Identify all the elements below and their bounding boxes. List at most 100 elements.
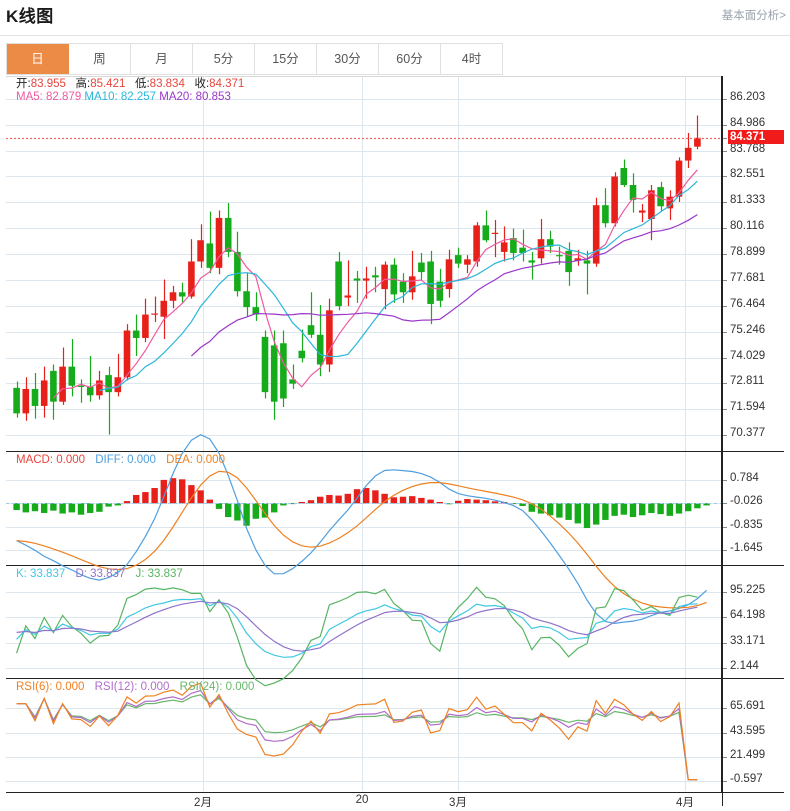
axis-tick: [722, 175, 727, 177]
panel-separator: [722, 678, 784, 679]
candlestick-series: [13, 115, 701, 435]
axis-tick: [722, 331, 727, 333]
ma5-legend: MA5: 82.879: [16, 91, 82, 103]
kdj-axis-label-2: 33.171: [730, 634, 766, 647]
rsi-axis-label-0: 65.691: [730, 700, 766, 713]
rsi-axis-label-2: 21.499: [730, 748, 766, 761]
axis-tick: [722, 408, 727, 410]
chart-canvas[interactable]: [6, 76, 722, 806]
price-axis-label-10: 74.029: [730, 349, 766, 362]
rsi-axis-label-3: -0.597: [730, 772, 763, 785]
period-tab-4[interactable]: 15分: [255, 44, 317, 74]
axis-tick: [722, 357, 727, 359]
panel-separator: [722, 451, 784, 452]
axis-tick: [722, 479, 727, 481]
high-value: 85.421: [90, 78, 126, 90]
price-axis-label-11: 72.811: [730, 375, 765, 388]
ma10-line: [99, 180, 698, 392]
x-axis-label-3: 4月: [676, 797, 694, 809]
axis-tick: [722, 227, 727, 229]
open-value: 83.955: [30, 78, 66, 90]
low-label: 低:: [134, 78, 150, 90]
x-axis-label-2: 3月: [449, 797, 467, 809]
close-label: 收:: [194, 78, 210, 90]
j-line: [16, 586, 698, 687]
price-axis-label-5: 80.116: [730, 220, 765, 233]
panel-separator: [722, 565, 784, 566]
axis-tick: [722, 279, 727, 281]
low-value: 83.834: [149, 78, 185, 90]
page-title: K线图: [6, 7, 54, 26]
period-tab-3[interactable]: 5分: [193, 44, 255, 74]
price-axis-label-0: 86.203: [730, 90, 766, 103]
axis-tick: [722, 502, 727, 504]
rsi12-line: [16, 689, 698, 781]
k-line: [16, 597, 698, 658]
axis-tick: [722, 667, 727, 669]
axis-tick: [722, 780, 727, 782]
period-tab-6[interactable]: 60分: [379, 44, 441, 74]
macd-axis-label-0: 0.784: [730, 471, 759, 484]
axis-tick: [722, 98, 727, 100]
macd-axis-label-2: -0.835: [730, 518, 763, 531]
axis-tick: [722, 124, 727, 126]
axis-tick: [722, 253, 727, 255]
open-label: 开:: [16, 78, 31, 90]
ma20-line: [190, 214, 698, 357]
ma20-legend: MA20: 80.853: [159, 91, 231, 103]
ma5-line: [52, 169, 698, 399]
diff-line: [16, 434, 708, 625]
axis-tick: [722, 549, 727, 551]
period-tab-7[interactable]: 4时: [441, 44, 503, 74]
price-axis-label-8: 76.464: [730, 297, 766, 310]
axis-tick: [722, 756, 727, 758]
ma10-legend: MA10: 82.257: [84, 91, 157, 103]
axis-tick: [722, 642, 727, 644]
axis-divider: [722, 76, 723, 806]
panel-separator: [722, 792, 784, 793]
axis-tick: [722, 382, 727, 384]
ohlc-legend: 开:83.955 高:85.421 低:83.834 收:84.371: [16, 75, 244, 91]
chart-plot-area[interactable]: [6, 76, 722, 806]
price-axis-label-3: 82.551: [730, 168, 766, 181]
price-axis-label-6: 78.899: [730, 246, 766, 259]
axis-tick: [722, 707, 727, 709]
d-line: [16, 600, 698, 652]
close-value: 84.371: [209, 78, 245, 90]
rsi6-line: [16, 682, 698, 781]
price-axis-label-7: 77.681: [730, 271, 766, 284]
dea-line: [16, 470, 707, 609]
period-tab-1[interactable]: 周: [69, 44, 131, 74]
axis-tick: [722, 434, 727, 436]
axis-tick: [722, 305, 727, 307]
chart-frame: 86.203 84.986 83.768 82.551 81.333 80.116 78.8…: [6, 75, 784, 809]
price-axis-label-4: 81.333: [730, 194, 766, 207]
price-axis-label-9: 75.246: [730, 323, 766, 336]
axis-tick: [722, 591, 727, 593]
kdj-axis-label-0: 95.225: [730, 584, 766, 597]
kdj-axis-label-1: 64.198: [730, 609, 766, 622]
fundamental-analysis-link[interactable]: 基本面分析>: [721, 10, 786, 22]
high-label: 高:: [75, 78, 91, 90]
price-axis-label-2: 83.768: [730, 142, 766, 155]
rsi24-line: [16, 694, 698, 781]
period-tab-5[interactable]: 30分: [317, 44, 379, 74]
page-header: K线图 基本面分析>: [0, 0, 790, 36]
price-axis-label-13: 70.377: [730, 427, 766, 440]
macd-axis-label-3: -1.645: [730, 542, 763, 555]
period-tab-0[interactable]: 日: [7, 44, 69, 74]
axis-tick: [722, 137, 727, 139]
axis-tick: [722, 150, 727, 152]
ma-legend: MA5: 82.879 MA10: 82.257 MA20: 80.853: [16, 91, 231, 103]
x-axis-label-0: 2月: [194, 797, 212, 809]
current-price-label: 84.371: [728, 129, 784, 144]
price-axis-label-12: 71.594: [730, 401, 766, 414]
axis-tick: [722, 616, 727, 618]
period-tab-bar: 日周月 5分 15分 30分 60分 4时: [6, 43, 503, 75]
rsi-axis-label-1: 43.595: [730, 724, 766, 737]
axis-tick: [722, 201, 727, 203]
axis-tick: [722, 732, 727, 734]
period-tab-2[interactable]: 月: [131, 44, 193, 74]
kdj-axis-label-3: 2.144: [730, 659, 759, 672]
